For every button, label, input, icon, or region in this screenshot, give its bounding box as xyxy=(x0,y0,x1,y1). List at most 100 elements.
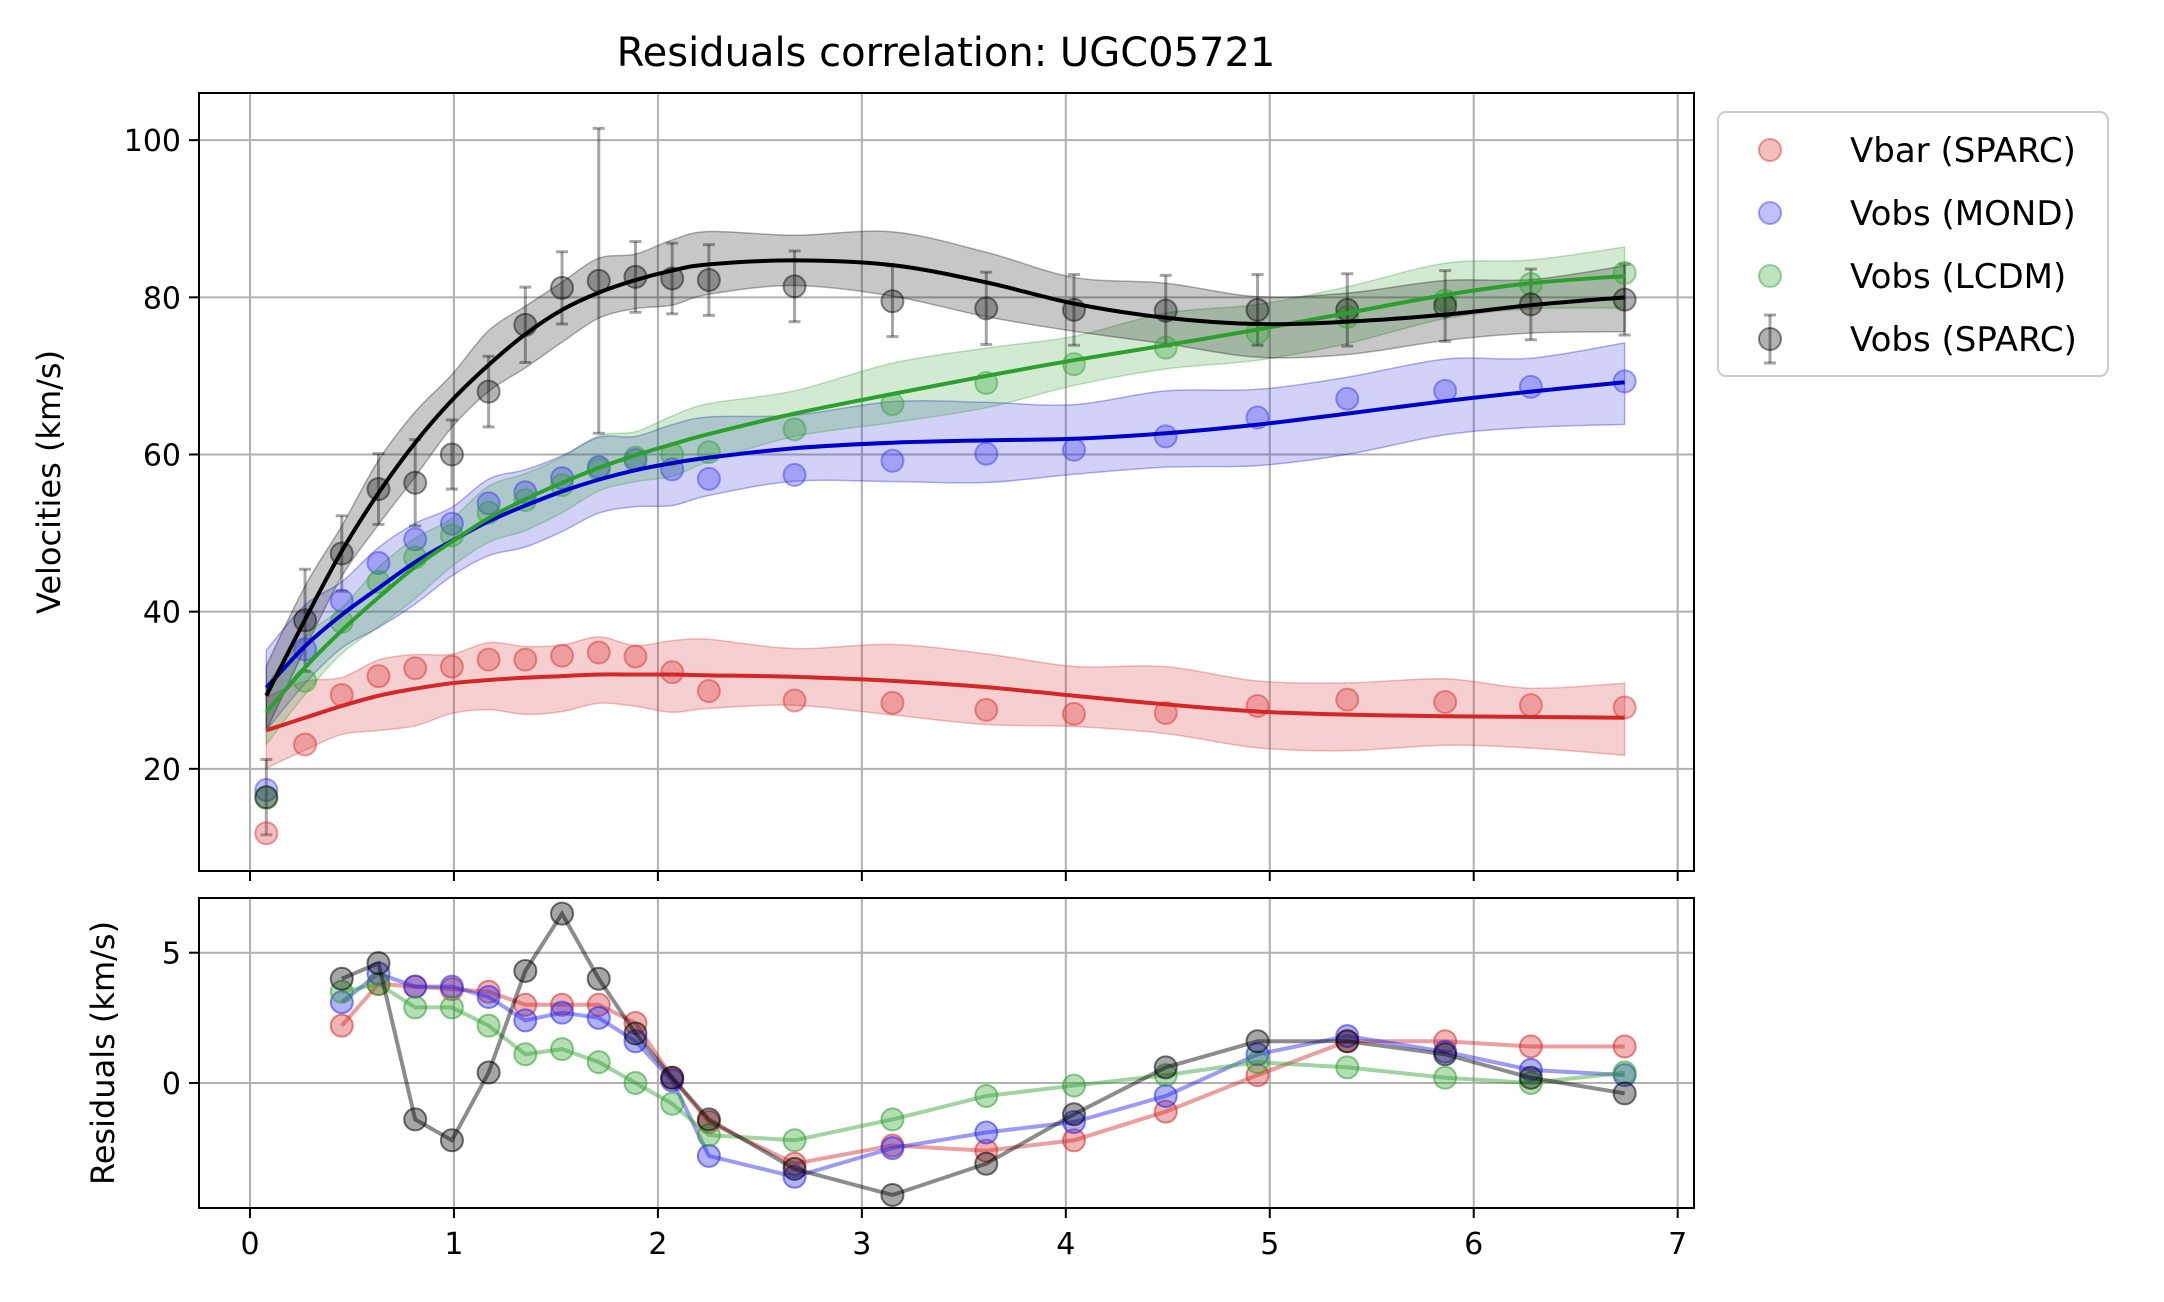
vobs-sparc-residual-point xyxy=(329,966,354,991)
top-y-tick-label: 20 xyxy=(143,753,181,788)
legend-marker-vobs-lcdm xyxy=(1758,264,1782,288)
vobs-sparc-point xyxy=(782,274,807,299)
vobs-sparc-point xyxy=(476,379,501,404)
vobs-sparc-residual-line xyxy=(340,909,1625,1198)
vbar-sparc-point xyxy=(1612,695,1637,720)
vobs-sparc-residual-point xyxy=(782,1156,807,1181)
legend-marker-vobs-sparc xyxy=(1758,327,1782,351)
vbar-sparc-point xyxy=(974,697,999,722)
top-y-tick-label: 80 xyxy=(143,281,181,316)
vbar-sparc-residual-point xyxy=(329,1013,354,1038)
vbar-sparc-residual-point xyxy=(550,992,575,1017)
vobs-mond-residual-point xyxy=(974,1120,999,1145)
vobs-mond-residual-point xyxy=(1518,1057,1543,1082)
vobs-mond-point xyxy=(1061,437,1086,462)
vbar-sparc-point xyxy=(550,643,575,668)
vobs-lcdm-residual-point xyxy=(586,1050,611,1075)
vobs-sparc-residual-point xyxy=(586,966,611,991)
vobs-sparc-residual-point xyxy=(1061,1102,1086,1127)
vbar-sparc-point xyxy=(660,660,685,685)
vobs-sparc-confidence-band xyxy=(265,230,1626,731)
vobs-lcdm-residual-point xyxy=(1518,1070,1543,1095)
legend-label-vobs-mond: Vobs (MOND) xyxy=(1850,194,2076,234)
vobs-mond-point xyxy=(329,588,354,613)
vobs-lcdm-residual-point xyxy=(1335,1055,1360,1080)
vobs-sparc-residual-point xyxy=(476,1060,501,1085)
vobs-sparc-residual-point xyxy=(1153,1055,1178,1080)
vobs-lcdm-residual-point xyxy=(476,1013,501,1038)
vobs-lcdm-fit-line xyxy=(264,274,1625,714)
vbar-sparc-point xyxy=(439,654,464,679)
vbar-sparc-point xyxy=(366,664,391,689)
vobs-mond-point xyxy=(1335,386,1360,411)
vobs-sparc-residual-point xyxy=(974,1151,999,1176)
vobs-sparc-point xyxy=(403,470,428,495)
vbar-sparc-point xyxy=(1518,693,1543,718)
vobs-lcdm-residual-point xyxy=(1433,1065,1458,1090)
vbar-sparc-residual-point xyxy=(1612,1034,1637,1059)
vobs-mond-residual-point xyxy=(1335,1024,1360,1049)
top-y-axis-title: Velocities (km/s) xyxy=(30,350,68,614)
vobs-lcdm-residual-point xyxy=(974,1083,999,1108)
vbar-sparc-point xyxy=(696,679,721,704)
vobs-sparc-residual-point xyxy=(660,1065,685,1090)
vbar-sparc-residual-point xyxy=(586,992,611,1017)
vobs-mond-residual-point xyxy=(550,1000,575,1025)
vobs-lcdm-residual-point xyxy=(329,979,354,1004)
vobs-lcdm-point xyxy=(782,417,807,442)
top-y-tick-label: 100 xyxy=(124,124,181,159)
vobs-mond-point xyxy=(974,441,999,466)
vbar-sparc-point xyxy=(403,656,428,681)
vobs-lcdm-residual-point xyxy=(1612,1060,1637,1085)
vobs-lcdm-residual-point xyxy=(439,995,464,1020)
vbar-sparc-residual-point xyxy=(1518,1034,1543,1059)
vobs-sparc-residual-point xyxy=(366,951,391,976)
bottom-panel-frame xyxy=(198,897,1695,1209)
top-y-tick-label: 40 xyxy=(143,596,181,631)
vobs-mond-point xyxy=(782,462,807,487)
vobs-mond-point xyxy=(696,466,721,491)
vbar-sparc-point xyxy=(513,647,538,672)
vobs-mond-point xyxy=(1518,374,1543,399)
vobs-mond-confidence-band xyxy=(265,342,1626,733)
vobs-sparc-residual-point xyxy=(623,1021,648,1046)
vobs-lcdm-residual-point xyxy=(1245,1050,1270,1075)
vobs-mond-point xyxy=(366,550,391,575)
vobs-sparc-residual-point xyxy=(513,958,538,983)
vbar-sparc-point xyxy=(293,732,318,757)
vobs-sparc-residual-point xyxy=(1612,1081,1637,1106)
vobs-sparc-residual-point xyxy=(1335,1029,1360,1054)
bottom-y-tick-label: 0 xyxy=(162,1067,181,1102)
vbar-sparc-residual-point xyxy=(1245,1063,1270,1088)
bottom-y-tick-label: 5 xyxy=(162,937,181,972)
legend-box xyxy=(1717,111,2109,377)
vbar-sparc-point xyxy=(254,821,279,846)
vobs-lcdm-residual-point xyxy=(513,1042,538,1067)
vbar-sparc-point xyxy=(880,690,905,715)
vbar-sparc-point xyxy=(1153,701,1178,726)
vobs-mond-residual-point xyxy=(586,1005,611,1030)
vbar-sparc-residual-point xyxy=(782,1151,807,1176)
vobs-lcdm-residual-point xyxy=(403,995,428,1020)
bottom-x-tick-label: 2 xyxy=(648,1227,667,1262)
vobs-sparc-residual-point xyxy=(403,1107,428,1132)
vobs-mond-residual-point xyxy=(880,1136,905,1161)
vobs-lcdm-residual-point xyxy=(660,1091,685,1116)
vbar-sparc-point xyxy=(623,644,648,669)
vbar-sparc-residual-point xyxy=(476,979,501,1004)
vobs-mond-residual-point xyxy=(476,984,501,1009)
vobs-mond-residual-point xyxy=(623,1029,648,1054)
bottom-x-tick-label: 7 xyxy=(1668,1227,1687,1262)
vobs-lcdm-residual-point xyxy=(366,971,391,996)
vobs-sparc-point xyxy=(439,442,464,467)
vobs-sparc-residual-point xyxy=(880,1182,905,1207)
vobs-sparc-point xyxy=(696,268,721,293)
vbar-sparc-point xyxy=(1335,687,1360,712)
vobs-mond-residual-point xyxy=(1153,1083,1178,1108)
vobs-lcdm-residual-point xyxy=(550,1037,575,1062)
top-panel-frame xyxy=(198,92,1695,872)
legend-label-vobs-sparc: Vobs (SPARC) xyxy=(1850,320,2077,360)
vobs-lcdm-residual-point xyxy=(782,1128,807,1153)
top-plot-area xyxy=(254,126,1637,846)
